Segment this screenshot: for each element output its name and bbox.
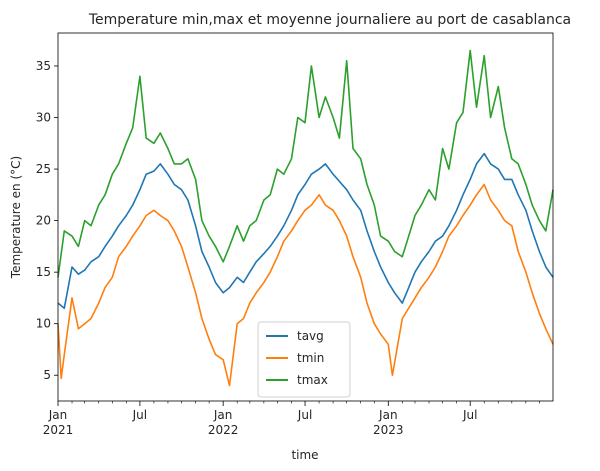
- series-line-tmin: [57, 183, 554, 387]
- x-axis-label: time: [291, 448, 318, 462]
- x-tick-label: Jul: [132, 408, 147, 422]
- y-tick-label: 35: [36, 59, 51, 73]
- x-tick-year-label: 2021: [43, 423, 74, 437]
- x-tick-label: Jan: [213, 408, 233, 422]
- x-tick-label: Jul: [297, 408, 312, 422]
- y-axis-label: Temperature en (°C): [9, 156, 23, 279]
- plot-frame: [57, 32, 554, 402]
- y-axis: 5 10 15 20 25 30 35: [36, 59, 58, 382]
- legend-box: [257, 321, 351, 398]
- y-tick-label: 15: [36, 265, 51, 279]
- legend: tavg tmin tmax: [257, 321, 351, 398]
- x-tick-label: Jul: [462, 408, 477, 422]
- x-tick-label: Jan: [378, 408, 398, 422]
- plot-lines: [57, 49, 554, 387]
- legend-label-tavg: tavg: [297, 329, 324, 343]
- y-tick-label: 5: [43, 368, 51, 382]
- x-tick-label: Jan: [48, 408, 68, 422]
- y-tick-label: 25: [36, 162, 51, 176]
- x-tick-year-label: 2022: [208, 423, 239, 437]
- legend-label-tmin: tmin: [297, 351, 324, 365]
- x-tick-year-label: 2023: [373, 423, 404, 437]
- chart-title: Temperature min,max et moyenne journalie…: [88, 12, 571, 28]
- y-tick-label: 30: [36, 111, 51, 125]
- y-tick-label: 10: [36, 317, 51, 331]
- legend-label-tmax: tmax: [297, 373, 328, 387]
- series-line-tmax: [57, 49, 554, 278]
- y-tick-label: 20: [36, 214, 51, 228]
- series-line-tavg: [57, 152, 554, 310]
